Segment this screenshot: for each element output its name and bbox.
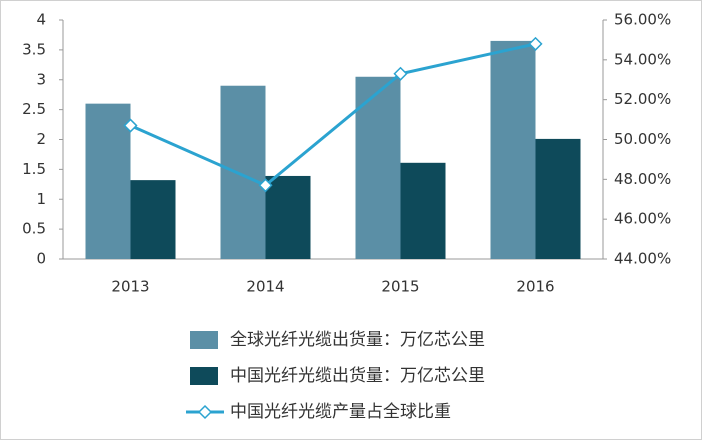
bar (535, 138, 581, 259)
legend-label: 全球光纤光缆出货量：万亿芯公里 (230, 330, 485, 350)
x-tick-label: 2016 (516, 278, 554, 296)
line-marker (123, 118, 138, 133)
y-tick-label: 1 (36, 190, 46, 208)
bar (85, 103, 131, 260)
bar (400, 162, 446, 259)
y-tick-label: 0.5 (22, 220, 46, 238)
y2-tick-label: 46.00% (614, 210, 671, 228)
bar (490, 40, 536, 259)
y2-tick-label: 50.00% (614, 130, 671, 148)
legend-swatch (190, 367, 218, 385)
line-marker (258, 178, 273, 193)
line-marker (528, 36, 543, 51)
line (129, 42, 536, 188)
y-tick-label: 3 (36, 70, 46, 88)
bar (130, 180, 176, 259)
bar (355, 76, 401, 259)
y2-tick-label: 52.00% (614, 90, 671, 108)
y2-tick-label: 54.00% (614, 50, 671, 68)
legend-swatch (190, 331, 218, 349)
legend-marker (197, 404, 213, 420)
y2-tick-label: 56.00% (614, 11, 671, 29)
y-tick-label: 3.5 (22, 40, 46, 58)
bar (220, 85, 266, 259)
y-tick-label: 2.5 (22, 100, 46, 118)
x-tick-label: 2014 (246, 278, 284, 296)
bar (265, 175, 311, 259)
legend-label: 中国光纤光缆产量占全球比重 (230, 402, 451, 422)
y2-tick-label: 44.00% (614, 250, 671, 268)
legend-label: 中国光纤光缆出货量：万亿芯公里 (230, 366, 485, 386)
x-tick-label: 2013 (111, 278, 149, 296)
y2-tick-label: 48.00% (614, 170, 671, 188)
y-tick-label: 0 (36, 250, 46, 268)
y-tick-label: 2 (36, 130, 46, 148)
x-tick-label: 2015 (381, 278, 419, 296)
y-tick-label: 4 (36, 11, 46, 29)
y-tick-label: 1.5 (22, 160, 46, 178)
line-marker (393, 66, 408, 81)
